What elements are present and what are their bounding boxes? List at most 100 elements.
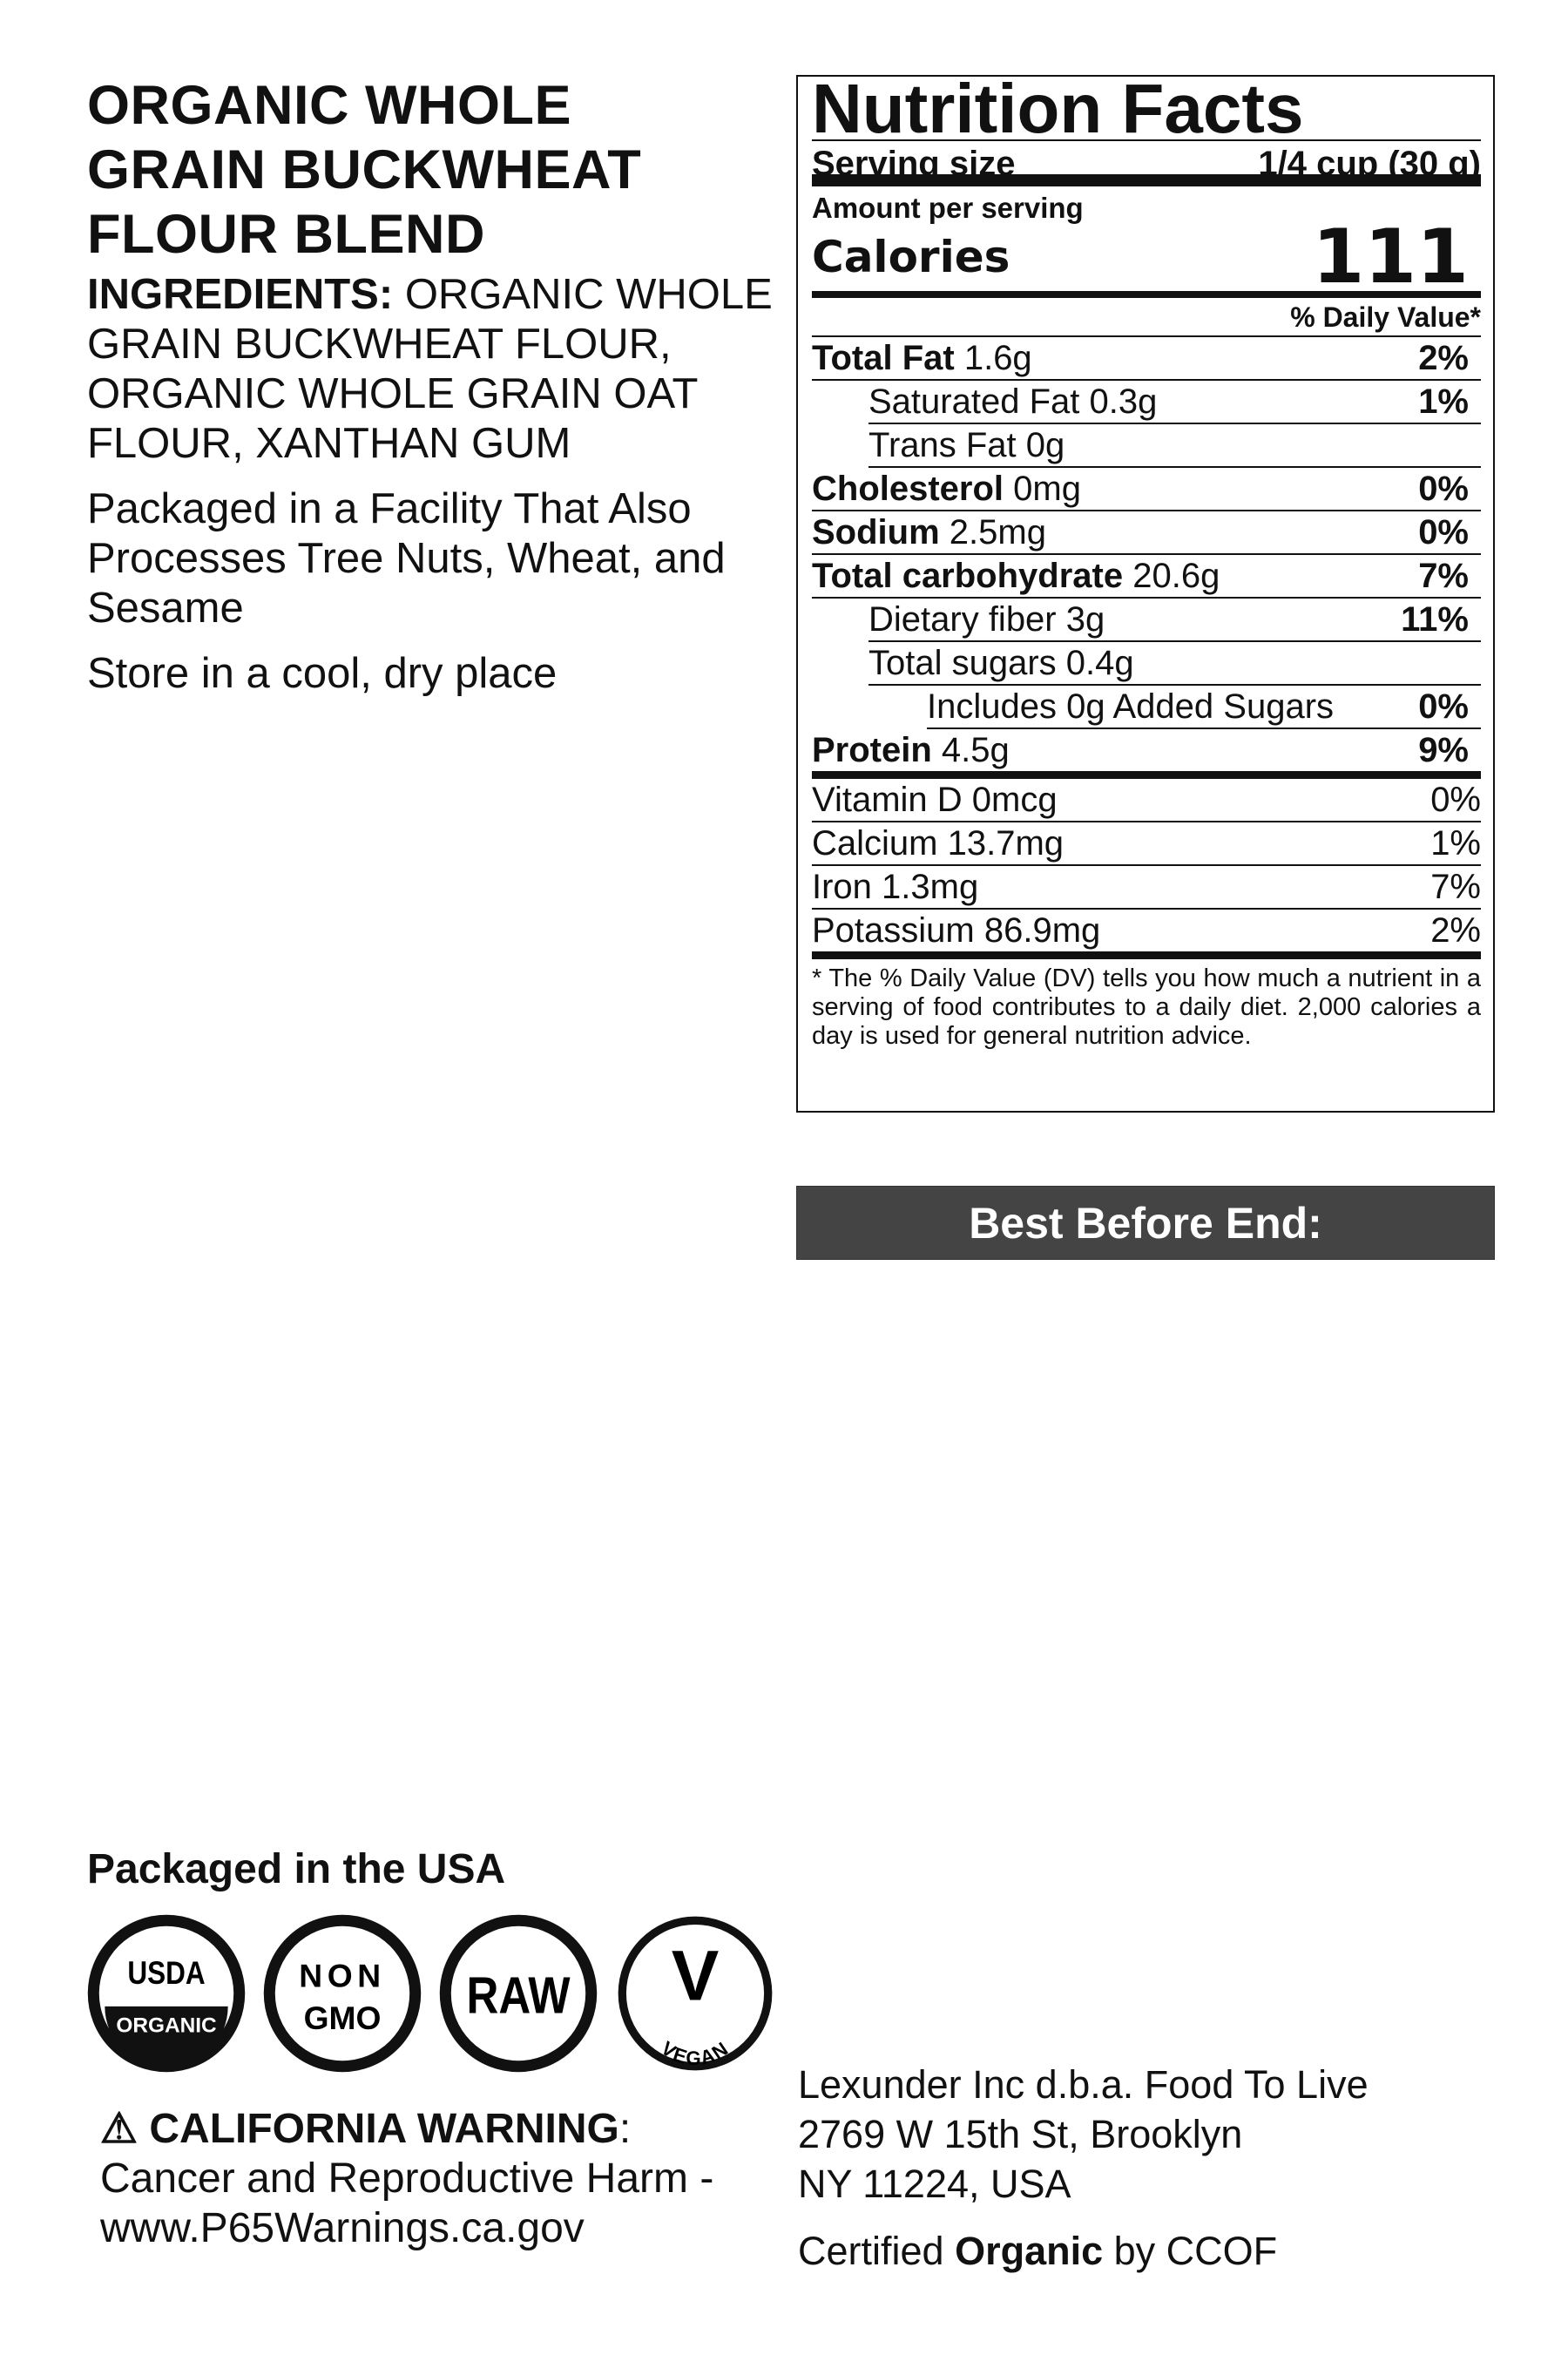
nutrient-row: Sodium 2.5mg 0% <box>812 511 1481 555</box>
raw-text: RAW <box>466 1966 571 2024</box>
nutrient-name: Sodium 2.5mg <box>812 511 1046 553</box>
nutrient-row: Total sugars 0.4g <box>868 642 1481 686</box>
nutrient-dv: 1% <box>1418 382 1469 421</box>
non-gmo-logo: NON GMO <box>263 1914 422 2073</box>
nutrient-dv: 9% <box>1418 731 1469 769</box>
nutrient-name: Protein 4.5g <box>812 729 1010 771</box>
address-line-3: NY 11224, USA <box>798 2162 1071 2206</box>
certification: Certified Organic by CCOF <box>798 2226 1495 2276</box>
nutrient-dv: 7% <box>1418 557 1469 595</box>
nutrient-dv: 0% <box>1418 470 1469 508</box>
ingredients: INGREDIENTS: ORGANIC WHOLE GRAIN BUCKWHE… <box>87 270 775 469</box>
usda-text: USDA <box>127 1954 205 1991</box>
nutrient-row: Cholesterol 0mg 0% <box>812 468 1481 511</box>
cert-prefix: Certified <box>798 2229 956 2273</box>
nutrient-row: Protein 4.5g 9% <box>812 729 1481 779</box>
vitamin-name: Vitamin D 0mcg <box>812 781 1058 819</box>
vitamin-dv: 0% <box>1430 781 1481 819</box>
nutrient-label: Total sugars 0.4g <box>868 644 1134 682</box>
nutrient-label: Protein <box>812 731 932 769</box>
warning-colon: : <box>618 2106 632 2152</box>
nutrient-name: Trans Fat 0g <box>868 424 1064 466</box>
nutrient-dv: 0% <box>1418 513 1469 552</box>
serving-size-row: Serving size 1/4 cup (30 g) <box>812 141 1481 186</box>
nutrient-name: Dietary fiber 3g <box>868 599 1105 640</box>
vegan-v: V <box>672 1936 720 2015</box>
calories-row: Calories 111 <box>812 213 1481 301</box>
usda-organic-logo: USDA ORGANIC <box>87 1914 246 2073</box>
nutrient-name: Saturated Fat 0.3g <box>868 381 1157 423</box>
daily-value-header: % Daily Value* <box>812 298 1481 337</box>
vitamin-row: Iron 1.3mg 7% <box>812 866 1481 910</box>
ingredients-label: INGREDIENTS: <box>87 271 394 318</box>
nutrient-amount: 2.5mg <box>949 513 1046 552</box>
nutrient-name: Cholesterol 0mg <box>812 468 1081 510</box>
vitamin-name: Iron 1.3mg <box>812 868 979 906</box>
nutrient-rows: Total Fat 1.6g 2% Saturated Fat 0.3g 1% Tra… <box>812 337 1481 779</box>
address-line-1: Lexunder Inc d.b.a. Food To Live <box>798 2062 1369 2107</box>
warning-title: ⚠ CALIFORNIA WARNING <box>100 2106 619 2152</box>
gmo-text: GMO <box>304 2000 382 2036</box>
nutrient-label: Total Fat <box>812 339 955 377</box>
allergen-statement: Packaged in a Facility That Also Process… <box>87 485 726 632</box>
non-text: NON <box>299 1958 385 1994</box>
nutrient-dv: 11% <box>1401 600 1469 639</box>
product-title: ORGANIC WHOLE GRAIN BUCKWHEAT FLOUR BLEN… <box>87 75 642 265</box>
nutrient-amount: 1.6g <box>963 339 1032 377</box>
nutrient-name: Total sugars 0.4g <box>868 642 1134 684</box>
footnote: * The % Daily Value (DV) tells you how m… <box>812 964 1481 1050</box>
nutrition-facts-title: Nutrition Facts <box>812 77 1481 141</box>
nutrient-name: Total carbohydrate 20.6g <box>812 555 1220 597</box>
nutrient-row: Total carbohydrate 20.6g 7% <box>812 555 1481 599</box>
vitamin-row: Calcium 13.7mg 1% <box>812 822 1481 866</box>
cert-organic: Organic <box>955 2229 1104 2273</box>
vegan-logo: V VEGAN <box>618 1916 773 2071</box>
packaged-in-usa: Packaged in the USA <box>87 1846 506 1892</box>
vitamin-dv: 2% <box>1430 911 1481 950</box>
vitamin-name: Potassium 86.9mg <box>812 911 1101 950</box>
warning-link[interactable]: www.P65Warnings.ca.gov <box>100 2205 585 2251</box>
nutrient-row: Trans Fat 0g <box>868 424 1481 468</box>
best-before-bar: Best Before End: <box>796 1186 1495 1260</box>
organic-text: ORGANIC <box>116 2014 216 2038</box>
address-line-2: 2769 W 15th St, Brooklyn <box>798 2112 1243 2156</box>
cert-suffix: by CCOF <box>1103 2229 1278 2273</box>
serving-value: 1/4 cup (30 g) <box>1258 145 1481 183</box>
nutrient-row: Saturated Fat 0.3g 1% <box>868 381 1481 424</box>
nutrient-row: Includes 0g Added Sugars 0% <box>927 686 1481 729</box>
nutrient-row: Total Fat 1.6g 2% <box>812 337 1481 381</box>
nutrient-amount: 20.6g <box>1132 557 1220 595</box>
nutrient-label: Dietary fiber 3g <box>868 600 1105 639</box>
nutrient-label: Saturated Fat 0.3g <box>868 382 1158 421</box>
ingredients-text: ORGANIC WHOLE GRAIN BUCKWHEAT FLOUR, ORG… <box>87 271 773 467</box>
calories-value: 111 <box>1312 213 1469 301</box>
nutrient-label: Includes 0g Added Sugars <box>927 687 1335 726</box>
nutrient-dv: 2% <box>1418 339 1469 377</box>
company-address: Lexunder Inc d.b.a. Food To Live 2769 W … <box>798 2060 1495 2276</box>
nutrient-dv: 0% <box>1418 687 1469 726</box>
vitamin-row: Potassium 86.9mg 2% <box>812 910 1481 959</box>
nutrient-row: Dietary fiber 3g 11% <box>868 599 1481 642</box>
amount-per-serving: Amount per serving <box>812 192 1084 224</box>
nutrition-facts-panel: Nutrition Facts Serving size 1/4 cup (30 … <box>796 75 1495 1113</box>
warning-line-1: Cancer and Reproductive Harm - <box>100 2155 714 2202</box>
nutrient-amount: 0mg <box>1013 470 1081 508</box>
vitamin-dv: 7% <box>1430 868 1481 906</box>
calories-label: Calories <box>812 232 1010 282</box>
vitamin-name: Calcium 13.7mg <box>812 824 1064 863</box>
product-info: INGREDIENTS: ORGANIC WHOLE GRAIN BUCKWHE… <box>87 270 775 714</box>
nutrient-label: Sodium <box>812 513 940 552</box>
nutrient-label: Trans Fat 0g <box>868 426 1065 464</box>
california-warning: ⚠ CALIFORNIA WARNING: Cancer and Reprodu… <box>100 2104 780 2253</box>
nutrient-amount: 4.5g <box>941 731 1010 769</box>
nutrient-label: Cholesterol <box>812 470 1004 508</box>
storage-instructions: Store in a cool, dry place <box>87 650 558 697</box>
vitamin-row: Vitamin D 0mcg 0% <box>812 779 1481 822</box>
vitamin-rows: Vitamin D 0mcg 0% Calcium 13.7mg 1% Iron 1.3… <box>812 779 1481 959</box>
nutrient-name: Total Fat 1.6g <box>812 337 1032 379</box>
serving-label: Serving size <box>812 145 1016 183</box>
raw-logo: RAW <box>439 1914 598 2073</box>
nutrient-name: Includes 0g Added Sugars <box>927 686 1334 727</box>
nutrient-label: Total carbohydrate <box>812 557 1124 595</box>
vitamin-dv: 1% <box>1430 824 1481 863</box>
